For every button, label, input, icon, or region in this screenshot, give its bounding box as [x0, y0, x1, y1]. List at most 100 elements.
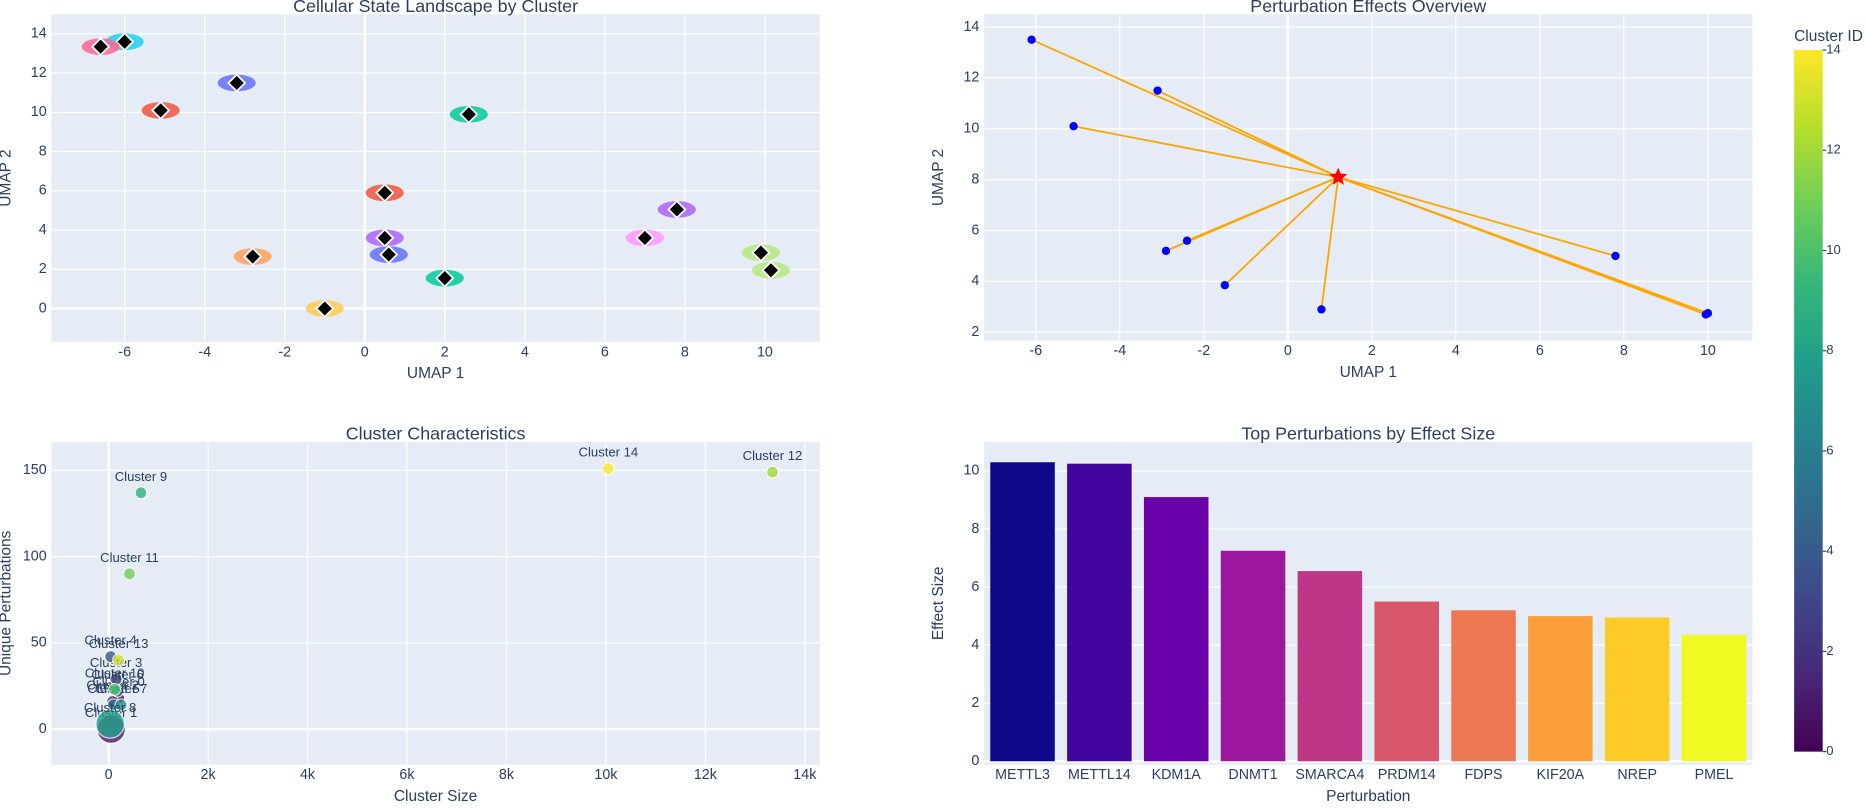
effect-line: [1157, 89, 1339, 178]
perturbation-point: [1153, 86, 1162, 95]
x-tick-label: KDM1A: [1152, 767, 1202, 783]
x-axis-title: Perturbation: [1326, 788, 1410, 805]
perturbation-point: [1182, 236, 1192, 245]
perturbation-point: [1317, 305, 1326, 314]
centroid-marker: [667, 199, 687, 220]
effect-line: [1337, 176, 1616, 257]
perturbation-point: [1220, 281, 1229, 290]
effect-line: [1165, 176, 1339, 252]
y-tick-label: 10: [963, 121, 979, 137]
bar: [1067, 463, 1132, 762]
colorbar-tick-label: 2: [1826, 643, 1833, 658]
x-axis-title: UMAP 1: [407, 365, 464, 382]
y-axis-title: UMAP 2: [0, 149, 14, 206]
cluster-bubble: [112, 653, 126, 667]
y-tick-label: 14: [963, 19, 979, 35]
centroid-marker: [151, 100, 171, 121]
bubble-label: Cluster 13: [89, 636, 149, 651]
x-axis-title: UMAP 1: [1340, 364, 1397, 381]
y-tick-label: 12: [963, 70, 979, 86]
x-tick-label: 4: [521, 344, 529, 360]
effect-line: [1224, 176, 1339, 286]
perturbation-point: [1027, 35, 1036, 44]
x-tick-label: PMEL: [1695, 767, 1734, 783]
y-tick-label: 6: [39, 183, 47, 199]
centroid-marker: [227, 73, 247, 93]
x-tick-label: 10k: [594, 767, 618, 783]
centroid-marker: [243, 246, 263, 267]
y-axis-title: Effect Size: [930, 566, 947, 640]
colorbar-tick-label: 8: [1826, 342, 1833, 357]
x-tick-label: NREP: [1617, 767, 1657, 783]
colorbar-title: Cluster ID: [1794, 28, 1863, 45]
x-tick-label: PRDM14: [1378, 767, 1436, 783]
x-tick-label: 8k: [499, 767, 515, 783]
x-tick-label: METTL14: [1068, 767, 1131, 783]
cluster-bubble: [134, 486, 148, 500]
y-tick-label: 8: [39, 143, 47, 159]
centroid-marker: [375, 183, 395, 203]
x-tick-label: 6k: [399, 767, 415, 783]
colorbar-tick-label: 4: [1826, 543, 1833, 558]
x-tick-label: DNMT1: [1228, 767, 1277, 783]
colorbar-tick-label: 10: [1826, 242, 1841, 257]
centroid-marker: [761, 260, 781, 280]
bubble-label: Cluster 6: [91, 667, 143, 682]
x-tick-label: 6: [601, 344, 609, 360]
cluster-bubble: [114, 698, 128, 712]
y-tick-label: 50: [31, 635, 47, 651]
colorbar: [1794, 50, 1823, 752]
colorbar-tick-label: 6: [1826, 442, 1833, 457]
centroid-marker: [115, 32, 135, 52]
bubble-label: Cluster 12: [743, 448, 803, 463]
y-tick-label: 2: [971, 695, 979, 711]
x-tick-label: -2: [278, 344, 291, 360]
effect-line: [1337, 176, 1707, 316]
bubble-label: Cluster 8: [84, 700, 136, 715]
effect-line: [1031, 38, 1339, 178]
bubble-label: Cluster 9: [115, 469, 167, 484]
centroid-marker: [315, 298, 335, 319]
perturbation-point: [1611, 251, 1620, 261]
x-axis-title: Cluster Size: [394, 788, 477, 805]
colorbar-tick-label: 0: [1826, 743, 1833, 758]
x-tick-label: METTL3: [995, 767, 1050, 783]
y-tick-label: 10: [31, 104, 47, 120]
bar: [1143, 497, 1209, 762]
y-tick-label: 12: [31, 65, 47, 81]
y-tick-label: 0: [39, 721, 47, 737]
bubble-label: Cluster 14: [579, 445, 639, 460]
x-tick-label: 6: [1536, 343, 1544, 359]
x-tick-label: 0: [1284, 343, 1292, 359]
cluster-bubble: [108, 682, 122, 696]
x-tick-label: 0: [361, 344, 369, 360]
centroid-marker: [435, 268, 455, 288]
colorbar-tick-label: 14: [1826, 41, 1841, 56]
bar: [1374, 601, 1439, 762]
y-tick-label: 4: [971, 273, 979, 289]
cluster-bubble: [122, 567, 137, 581]
bar: [1220, 550, 1286, 762]
x-tick-label: 2k: [201, 767, 217, 783]
center-star: [1329, 167, 1348, 185]
x-tick-label: -2: [1197, 343, 1210, 359]
x-tick-label: 8: [1620, 343, 1628, 359]
x-tick-label: 12k: [694, 767, 718, 783]
x-tick-label: -6: [1029, 343, 1042, 359]
x-tick-label: FDPS: [1464, 767, 1502, 783]
x-tick-label: SMARCA4: [1295, 767, 1364, 783]
bubble-label: Cluster 4: [84, 633, 136, 648]
chart-title: Perturbation Effects Overview: [1250, 0, 1486, 16]
plot-background: [51, 14, 820, 342]
bar: [1681, 634, 1747, 762]
bubble-label: Cluster 11: [100, 550, 159, 565]
x-tick-label: KIF20A: [1537, 767, 1585, 783]
x-tick-label: 4k: [300, 767, 316, 783]
y-tick-label: 6: [971, 222, 979, 238]
x-tick-label: 4: [1452, 343, 1460, 359]
x-tick-label: 14k: [793, 767, 817, 783]
x-tick-label: 10: [757, 344, 773, 360]
x-tick-label: 0: [105, 767, 113, 783]
